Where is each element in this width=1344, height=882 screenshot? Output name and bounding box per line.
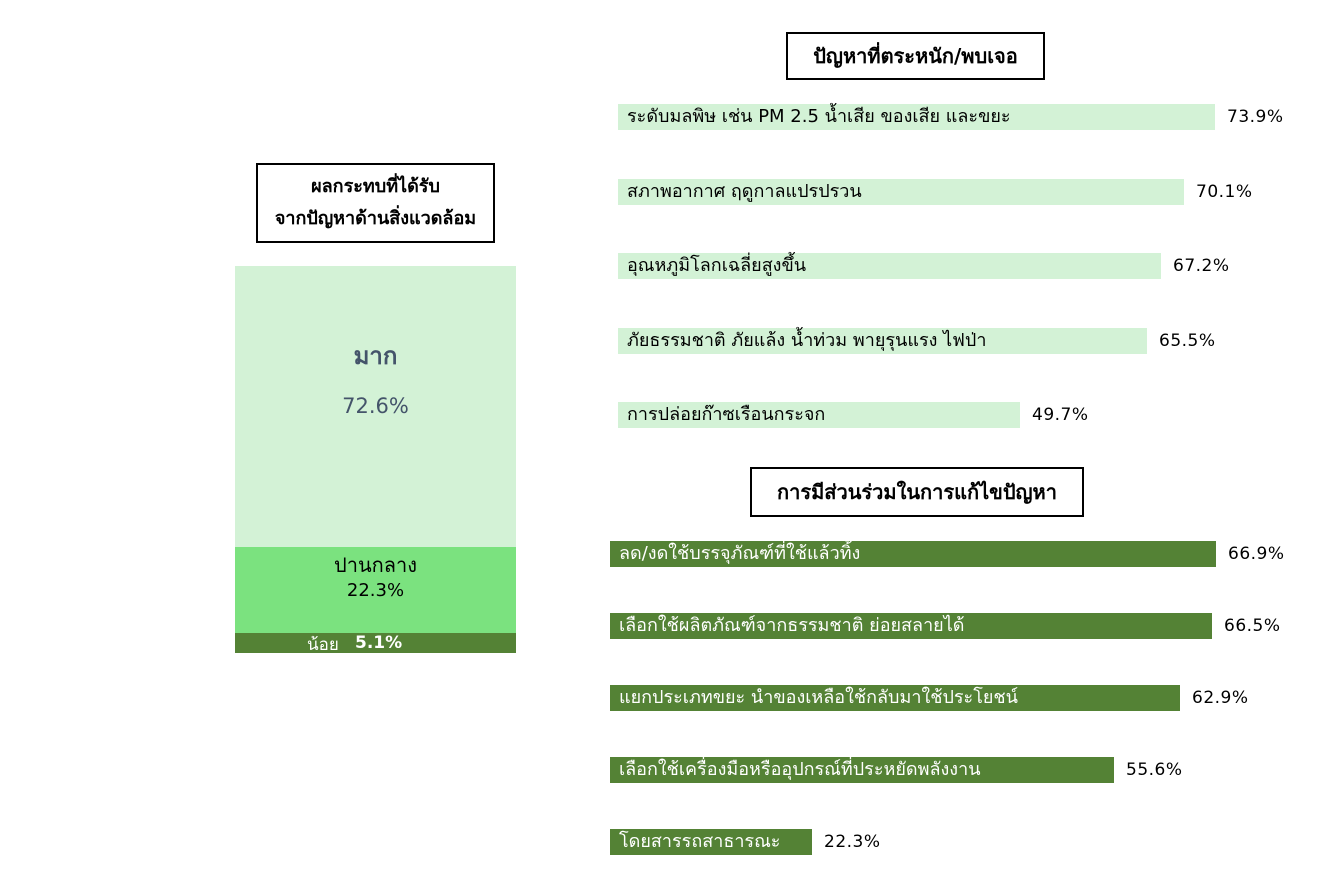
participation-value-label-2: 62.9% bbox=[1192, 688, 1249, 708]
problems-row: การปล่อยก๊าซเรือนกระจก 49.7% bbox=[618, 402, 1110, 428]
impact-segment-name-0: มาก bbox=[353, 342, 398, 370]
impact-title-line2: จากปัญหาด้านสิ่งแวดล้อม bbox=[274, 208, 477, 229]
problems-row: ภัยธรรมชาติ ภัยแล้ง น้ำท่วม พายุรุนแรง ไ… bbox=[618, 327, 1237, 354]
participation-bar-1 bbox=[610, 613, 1212, 639]
participation-value-label-3: 55.6% bbox=[1126, 760, 1183, 780]
problems-row: ระดับมลพิษ เช่น PM 2.5 น้ำเสีย ของเสีย แ… bbox=[618, 104, 1305, 130]
problems-bar-4 bbox=[618, 402, 1020, 428]
participation-chart-title: การมีส่วนร่วมในการแก้ไขปัญหา bbox=[750, 467, 1084, 517]
impact-segment-name-2: น้อย bbox=[307, 635, 339, 655]
participation-value-label-0: 66.9% bbox=[1228, 544, 1285, 564]
problems-value-label-3: 65.5% bbox=[1159, 330, 1216, 351]
problems-row: อุณหภูมิโลกเฉลี่ยสูงขึ้น 67.2% bbox=[618, 253, 1251, 279]
problems-row: สภาพอากาศ ฤดูกาลแปรปรวน 70.1% bbox=[618, 178, 1274, 205]
participation-category-label-0: ลด/งดใช้บรรจุภัณฑ์ที่ใช้แล้วทิ้ง bbox=[619, 543, 861, 564]
problems-category-label-0: ระดับมลพิษ เช่น PM 2.5 น้ำเสีย ของเสีย แ… bbox=[627, 106, 1011, 127]
problems-category-label-2: อุณหภูมิโลกเฉลี่ยสูงขึ้น bbox=[627, 255, 807, 276]
participation-bar-3 bbox=[610, 757, 1114, 783]
impact-chart-title: ผลกระทบที่ได้รับ จากปัญหาด้านสิ่งแวดล้อม bbox=[256, 163, 495, 243]
problems-category-label-4: การปล่อยก๊าซเรือนกระจก bbox=[627, 404, 826, 425]
participation-bar-4 bbox=[610, 829, 812, 855]
participation-category-label-4: โดยสารรถสาธารณะ bbox=[619, 831, 781, 852]
impact-segment-0: มาก 72.6% bbox=[235, 266, 516, 547]
impact-stacked-bar: มาก 72.6% ปานกลาง 22.3% น้อย 5.1% bbox=[235, 266, 516, 655]
participation-category-label-2: แยกประเภทขยะ นำของเหลือใช้กลับมาใช้ประโย… bbox=[619, 687, 1018, 708]
participation-row: ลด/งดใช้บรรจุภัณฑ์ที่ใช้แล้วทิ้ง 66.9% bbox=[610, 541, 1306, 567]
problems-bar-2 bbox=[618, 253, 1161, 279]
problems-category-label-3: ภัยธรรมชาติ ภัยแล้ง น้ำท่วม พายุรุนแรง ไ… bbox=[627, 329, 987, 351]
impact-segment-value-0: 72.6% bbox=[342, 394, 409, 418]
problems-value-label-2: 67.2% bbox=[1173, 256, 1230, 276]
problems-chart-title: ปัญหาที่ตระหนัก/พบเจอ bbox=[786, 32, 1045, 80]
participation-value-label-4: 22.3% bbox=[824, 832, 881, 852]
problems-category-label-1: สภาพอากาศ ฤดูกาลแปรปรวน bbox=[627, 180, 862, 202]
impact-title-line1: ผลกระทบที่ได้รับ bbox=[311, 176, 440, 197]
participation-row: เลือกใช้ผลิตภัณฑ์จากธรรมชาติ ย่อยสลายได้… bbox=[610, 613, 1302, 639]
participation-category-label-1: เลือกใช้ผลิตภัณฑ์จากธรรมชาติ ย่อยสลายได้ bbox=[619, 615, 965, 636]
problems-bar-0 bbox=[618, 104, 1215, 130]
problems-value-label-0: 73.9% bbox=[1227, 107, 1284, 127]
problems-value-label-4: 49.7% bbox=[1032, 405, 1089, 425]
participation-row: แยกประเภทขยะ นำของเหลือใช้กลับมาใช้ประโย… bbox=[610, 685, 1270, 711]
impact-segment-1: ปานกลาง 22.3% bbox=[235, 547, 516, 633]
problems-bar-1 bbox=[618, 178, 1184, 205]
problems-bar-3 bbox=[618, 327, 1147, 354]
participation-category-label-3: เลือกใช้เครื่องมือหรืออุปกรณ์ที่ประหยัดพ… bbox=[619, 759, 981, 780]
participation-bar-0 bbox=[610, 541, 1216, 567]
problems-value-label-1: 70.1% bbox=[1196, 181, 1253, 202]
impact-segment-value-1: 22.3% bbox=[346, 580, 405, 601]
participation-row: เลือกใช้เครื่องมือหรืออุปกรณ์ที่ประหยัดพ… bbox=[610, 757, 1204, 783]
impact-segment-name-1: ปานกลาง bbox=[334, 553, 417, 577]
impact-segment-2: น้อย 5.1% bbox=[235, 633, 516, 655]
participation-row: โดยสารรถสาธารณะ 22.3% bbox=[610, 829, 902, 855]
participation-bar-2 bbox=[610, 685, 1180, 711]
participation-value-label-1: 66.5% bbox=[1224, 616, 1281, 636]
impact-segment-value-2: 5.1% bbox=[355, 633, 403, 653]
